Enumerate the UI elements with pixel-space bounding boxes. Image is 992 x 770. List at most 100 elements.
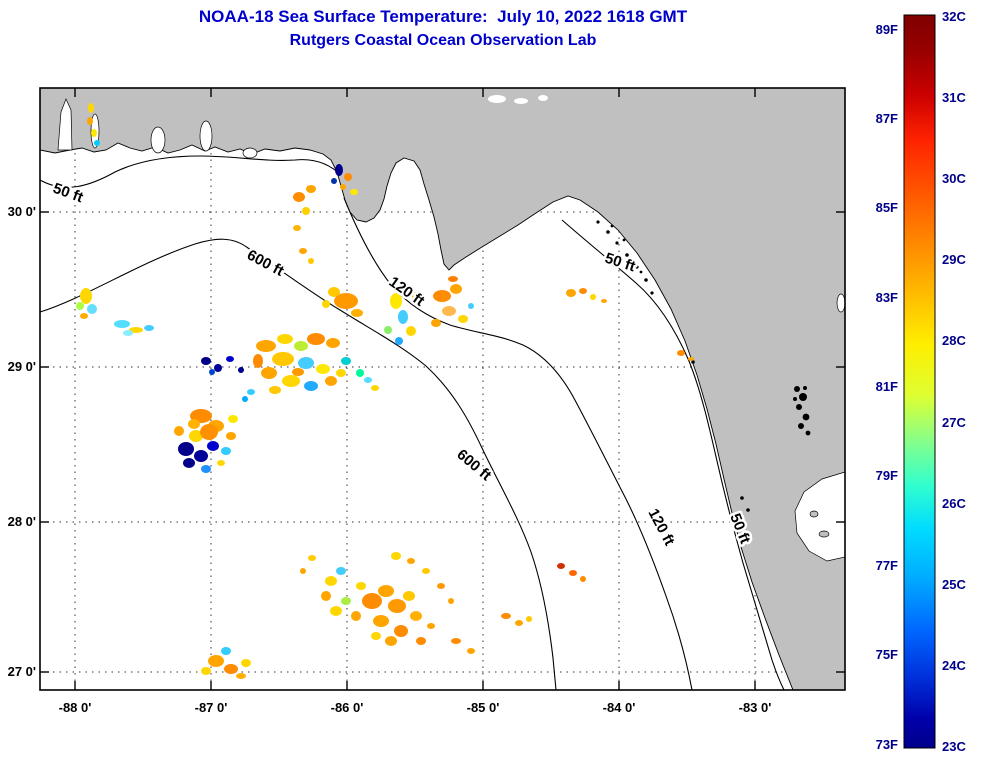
sst-patch: [200, 424, 218, 440]
y-tick-label: 30 0': [8, 204, 36, 219]
sst-patch: [325, 376, 337, 386]
sst-patch: [80, 288, 92, 304]
bay-inlet-west: [57, 98, 73, 151]
contour-50ft-west: [39, 155, 343, 188]
colorbar-c-label: 26C: [942, 496, 966, 511]
sst-patch: [362, 593, 382, 609]
sst-patch: [468, 303, 474, 309]
x-axis-labels: -88 0' -87 0' -86 0' -85 0' -84 0' -83 0…: [59, 700, 772, 715]
sst-patch: [373, 615, 389, 627]
bay-island: [818, 530, 830, 538]
sst-patch: [569, 570, 577, 576]
colorbar-c-label: 28C: [942, 333, 966, 348]
sst-patch: [356, 369, 364, 377]
sst-patch: [294, 341, 308, 351]
sst-patch: [458, 315, 468, 323]
sst-patch: [253, 354, 263, 368]
depth-contours: [39, 155, 785, 691]
colorbar-fahrenheit-labels: 89F 87F 85F 83F 81F 79F 77F 75F 73F: [876, 22, 898, 752]
sst-patch: [178, 442, 194, 456]
sst-patch: [398, 310, 408, 324]
sst-patch: [144, 325, 154, 331]
colorbar-f-label: 87F: [876, 111, 898, 126]
sst-patch: [272, 352, 294, 366]
y-tick-label: 29 0': [8, 359, 36, 374]
colorbar-f-label: 77F: [876, 558, 898, 573]
sst-patch: [214, 364, 222, 372]
sst-patch: [407, 558, 415, 564]
sst-patch: [351, 611, 361, 621]
sst-patch: [123, 330, 133, 336]
colorbar-f-label: 75F: [876, 647, 898, 662]
sst-patch: [515, 620, 523, 626]
x-tick-label: -86 0': [331, 700, 364, 715]
sst-patch: [201, 465, 211, 473]
sst-patch: [308, 555, 316, 561]
sst-patch: [410, 611, 422, 621]
sst-patch: [114, 320, 130, 328]
sst-patch: [451, 638, 461, 644]
sst-patch: [371, 385, 379, 391]
sst-patch: [304, 381, 318, 391]
sst-patch: [394, 625, 408, 637]
sst-patch: [292, 368, 304, 376]
sst-patch: [326, 338, 340, 348]
sst-patch: [238, 367, 244, 373]
sst-patch: [330, 606, 342, 616]
y-axis-labels: 30 0' 29 0' 28 0' 27 0': [8, 204, 36, 679]
sst-patch: [76, 302, 84, 310]
y-tick-label: 27 0': [8, 664, 36, 679]
sst-patch: [87, 117, 93, 125]
contour-600ft: [39, 238, 557, 691]
plot-frame: [39, 87, 846, 691]
sst-patch: [201, 357, 211, 365]
sst-patch: [298, 357, 314, 369]
colorbar-c-label: 30C: [942, 171, 966, 186]
axis-ticks: [40, 88, 845, 690]
sst-patch: [183, 458, 195, 468]
sst-patch: [129, 327, 143, 333]
sst-patch: [351, 309, 363, 317]
sst-patch: [226, 432, 236, 440]
figure-title: NOAA-18 Sea Surface Temperature: July 10…: [198, 7, 688, 26]
cloud-patch: [514, 98, 528, 104]
sst-patch: [391, 552, 401, 560]
sst-patch: [450, 284, 462, 294]
sst-patch: [364, 377, 372, 383]
sst-patch: [390, 293, 402, 309]
sst-patch: [256, 340, 276, 352]
sst-patch: [677, 350, 685, 356]
colorbar-c-label: 25C: [942, 577, 966, 592]
sst-patch: [579, 288, 587, 294]
sst-patch: [201, 667, 211, 675]
x-tick-label: -83 0': [739, 700, 772, 715]
sst-patch: [388, 599, 406, 613]
contour-50ft-east: [561, 219, 785, 691]
sst-patch: [395, 337, 403, 345]
sst-patch: [322, 300, 330, 308]
sst-patch: [293, 225, 301, 231]
sst-patch: [91, 129, 97, 137]
colorbar-c-label: 27C: [942, 415, 966, 430]
sst-patch: [241, 659, 251, 667]
colorbar: 89F 87F 85F 83F 81F 79F 77F 75F 73F 32C …: [876, 9, 967, 754]
sst-patch: [341, 597, 351, 605]
sst-patch: [228, 415, 238, 423]
sst-patch: [416, 637, 426, 645]
x-tick-label: -84 0': [603, 700, 636, 715]
colorbar-c-label: 31C: [942, 90, 966, 105]
x-tick-label: -88 0': [59, 700, 92, 715]
sst-patch: [188, 419, 200, 429]
sst-patch: [236, 673, 246, 679]
colorbar-gradient-bar: [903, 14, 936, 749]
sst-patch: [340, 184, 346, 190]
sst-patch: [221, 447, 231, 455]
sst-patch: [406, 326, 416, 336]
sst-patch: [336, 369, 346, 377]
coastal-lagoon: [836, 293, 846, 313]
sst-patch: [224, 664, 238, 674]
sst-patch: [341, 357, 351, 365]
colorbar-f-label: 79F: [876, 468, 898, 483]
sst-patch: [448, 598, 454, 604]
sst-patch: [300, 568, 306, 574]
